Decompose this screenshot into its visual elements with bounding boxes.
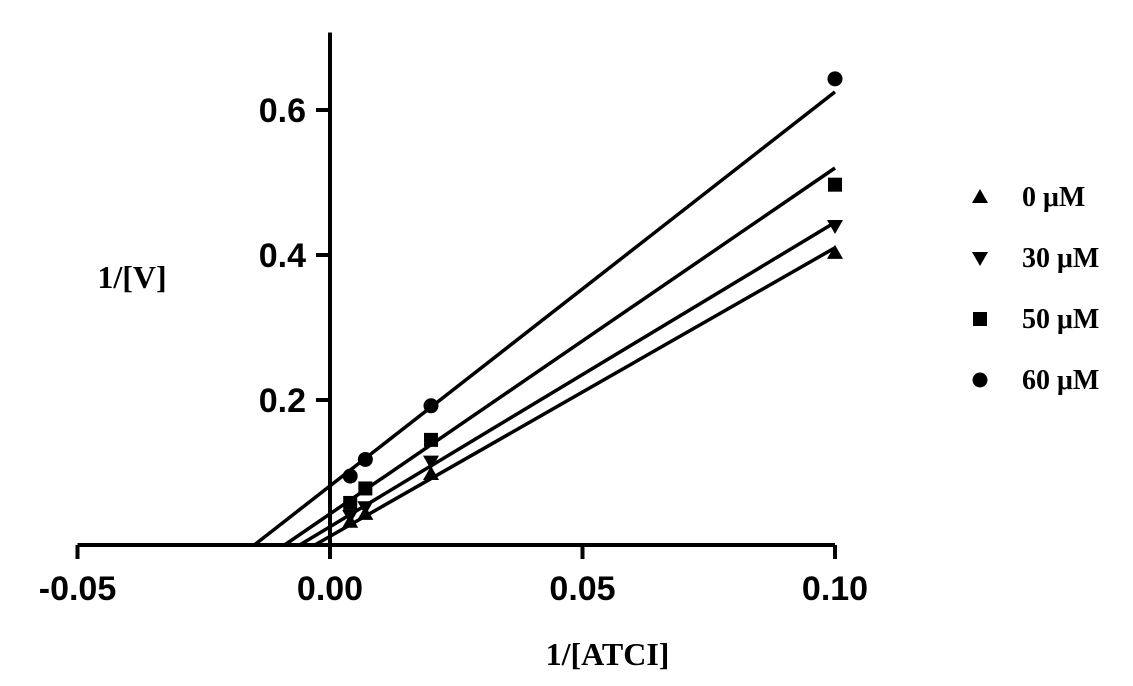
data-point: [342, 510, 359, 524]
legend-label: 0 μM: [1022, 182, 1085, 213]
data-point: [423, 398, 439, 414]
legend-marker-icon: [972, 372, 988, 388]
legend-label: 60 μM: [1022, 365, 1099, 396]
legend: 0 μM 30 μM 50 μM 60 μM: [972, 182, 1099, 396]
legend-entry: 50 μM: [973, 304, 1099, 335]
data-point: [827, 244, 843, 259]
data-point: [828, 177, 842, 192]
x-tick-label: 0.10: [802, 570, 868, 608]
legend-label: 50 μM: [1022, 304, 1099, 335]
y-tick-label: 0.2: [259, 382, 306, 420]
y-axis-title: 1/[V]: [97, 259, 166, 295]
legend-marker-icon: [973, 312, 987, 326]
x-axis-title: 1/[ATCI]: [546, 636, 670, 672]
data-point: [424, 432, 438, 447]
y-tick-label: 0.6: [259, 92, 306, 130]
data-point: [357, 451, 373, 467]
data-point: [423, 455, 439, 470]
fit-lines: [253, 90, 837, 547]
y-tick-label: 0.4: [259, 237, 306, 275]
axes: [75, 32, 837, 559]
legend-marker-icon: [972, 252, 988, 266]
data-point: [342, 468, 358, 484]
legend-marker-icon: [972, 189, 988, 203]
fit-line: [313, 246, 836, 547]
data-points: [342, 71, 843, 528]
tick-labels: -0.05 0.00 0.05 0.10 0.2 0.4 0.6: [39, 92, 868, 608]
data-point: [343, 495, 358, 510]
data-point: [423, 465, 439, 480]
fit-line: [283, 166, 836, 547]
data-point: [827, 220, 843, 234]
fit-line: [298, 220, 836, 547]
legend-entry: 0 μM: [972, 182, 1085, 213]
data-point: [827, 71, 843, 87]
legend-label: 30 μM: [1022, 243, 1099, 274]
fit-line: [253, 90, 837, 547]
data-point: [357, 501, 374, 516]
x-tick-label: 0.00: [297, 570, 363, 608]
x-tick-label: -0.05: [39, 570, 117, 608]
x-tick-label: 0.05: [549, 570, 615, 608]
data-point: [358, 481, 373, 496]
legend-entry: 30 μM: [972, 243, 1099, 274]
legend-entry: 60 μM: [972, 365, 1099, 396]
